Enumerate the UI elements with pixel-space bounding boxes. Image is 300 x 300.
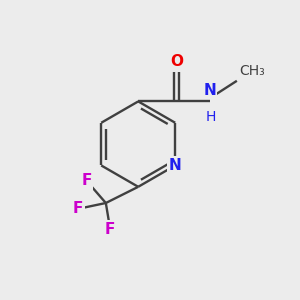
Text: F: F: [73, 201, 83, 216]
Text: F: F: [82, 173, 92, 188]
Text: CH₃: CH₃: [239, 64, 265, 78]
Text: F: F: [105, 222, 116, 237]
Text: H: H: [205, 110, 215, 124]
Text: N: N: [204, 83, 217, 98]
Text: N: N: [169, 158, 182, 173]
Text: O: O: [170, 54, 183, 69]
